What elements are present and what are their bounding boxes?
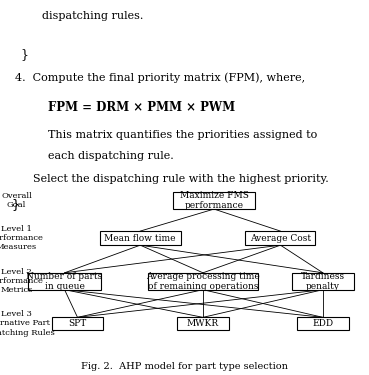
- Text: Level 2
Performance
Metrics: Level 2 Performance Metrics: [0, 268, 44, 294]
- Text: dispatching rules.: dispatching rules.: [42, 10, 144, 21]
- Text: EDD: EDD: [312, 319, 334, 328]
- Text: SPT: SPT: [68, 319, 87, 328]
- Text: Average processing time
of remaining operations: Average processing time of remaining ope…: [146, 272, 260, 291]
- FancyBboxPatch shape: [177, 317, 229, 330]
- Text: FPM = DRM × PMM × PWM: FPM = DRM × PMM × PWM: [48, 101, 235, 114]
- Text: Tardiness
penalty: Tardiness penalty: [301, 272, 345, 291]
- FancyBboxPatch shape: [245, 231, 315, 245]
- Text: Overall
Goal: Overall Goal: [1, 192, 32, 209]
- Text: Level 1
Performance
Measures: Level 1 Performance Measures: [0, 225, 44, 251]
- Text: Level 3
Alternative Part
Dispatching Rules: Level 3 Alternative Part Dispatching Rul…: [0, 310, 55, 337]
- Text: each dispatching rule.: each dispatching rule.: [48, 151, 174, 161]
- Text: Maximize FMS
performance: Maximize FMS performance: [180, 191, 248, 210]
- FancyBboxPatch shape: [100, 231, 181, 245]
- Text: }: }: [11, 198, 19, 211]
- FancyBboxPatch shape: [292, 273, 354, 290]
- FancyBboxPatch shape: [28, 273, 101, 290]
- Text: }: }: [20, 48, 28, 61]
- Text: This matrix quantifies the priorities assigned to: This matrix quantifies the priorities as…: [48, 129, 317, 140]
- FancyBboxPatch shape: [297, 317, 349, 330]
- FancyBboxPatch shape: [173, 192, 255, 209]
- FancyBboxPatch shape: [148, 273, 258, 290]
- Text: Fig. 2.  AHP model for part type selection: Fig. 2. AHP model for part type selectio…: [81, 362, 288, 371]
- Text: Average Cost: Average Cost: [250, 234, 311, 243]
- Text: MWKR: MWKR: [187, 319, 219, 328]
- Text: Mean flow time: Mean flow time: [104, 234, 176, 243]
- Text: Number of parts
in queue: Number of parts in queue: [27, 272, 103, 291]
- Text: 4.  Compute the final priority matrix (FPM), where,: 4. Compute the final priority matrix (FP…: [15, 73, 305, 83]
- FancyBboxPatch shape: [52, 317, 103, 330]
- Text: Select the dispatching rule with the highest priority.: Select the dispatching rule with the hig…: [33, 174, 329, 184]
